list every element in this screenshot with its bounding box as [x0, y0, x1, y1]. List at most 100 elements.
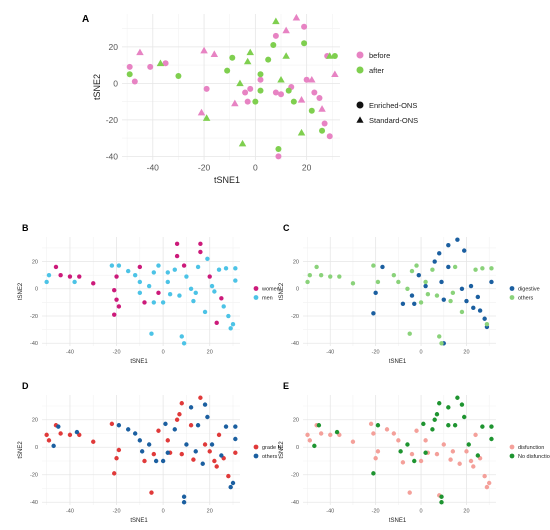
data-point-men — [233, 266, 238, 271]
data-point-others — [423, 279, 428, 285]
points — [44, 395, 238, 505]
legend-key — [509, 444, 515, 450]
legend-key — [253, 444, 259, 450]
data-point-grade-n — [67, 432, 73, 438]
data-point-digestive — [432, 259, 437, 264]
data-point-women — [174, 241, 180, 247]
y-tick-label: -20 — [30, 314, 38, 320]
data-point-men — [172, 267, 177, 272]
data-point-women — [58, 272, 63, 278]
data-point-digestive — [373, 290, 378, 296]
legend: digestive others — [509, 286, 540, 302]
data-point-men — [160, 300, 166, 305]
grid — [303, 395, 496, 505]
x-tick-label: 20 — [207, 350, 213, 356]
data-point-before — [318, 105, 326, 112]
panel-letter: B — [22, 223, 29, 233]
y-tick-label: -20 — [106, 115, 119, 125]
data-point-after — [277, 75, 285, 83]
data-point-men — [44, 279, 49, 285]
legend-label: others — [518, 296, 534, 302]
y-tick-label: -20 — [291, 473, 299, 479]
data-point-before — [292, 13, 301, 21]
data-point-men — [221, 304, 226, 309]
data-point-others — [450, 290, 456, 296]
data-point-before — [242, 89, 249, 96]
data-point-grade-n — [198, 395, 203, 400]
data-point-no-disfunction — [466, 442, 471, 447]
x-tick-label: 20 — [302, 163, 312, 173]
data-point-men — [233, 278, 238, 283]
legend-label: before — [369, 51, 390, 60]
data-point-digestive — [489, 279, 494, 285]
y-tick-label: 0 — [296, 445, 299, 451]
y-axis-title: tSNE2 — [18, 282, 24, 300]
y-tick-label: -40 — [30, 500, 38, 506]
data-point-before — [303, 76, 310, 83]
data-point-before — [162, 60, 169, 67]
data-point-no-disfunction — [475, 453, 481, 458]
data-point-grade-n — [177, 412, 182, 417]
x-tick-label: -40 — [147, 163, 160, 173]
data-point-digestive — [380, 264, 385, 270]
data-point-disfunction — [384, 427, 390, 432]
data-point-no-disfunction — [371, 471, 376, 476]
data-point-others — [209, 442, 215, 447]
data-point-before — [126, 63, 133, 70]
data-point-disfunction — [409, 451, 415, 457]
data-point-before — [272, 89, 279, 96]
data-point-before — [301, 23, 308, 30]
data-point-women — [198, 249, 203, 255]
data-point-digestive — [437, 251, 442, 256]
data-point-before — [147, 63, 154, 70]
data-point-men — [179, 334, 184, 339]
data-point-digestive — [446, 264, 451, 270]
y-tick-label: 0 — [35, 445, 38, 451]
data-point-no-disfunction — [398, 449, 403, 454]
data-point-no-disfunction — [430, 427, 435, 432]
data-point-before — [308, 75, 316, 83]
legend: women men — [253, 286, 280, 302]
data-point-women — [174, 253, 180, 259]
data-point-men — [167, 292, 173, 297]
data-point-disfunction — [373, 456, 378, 461]
data-point-women — [156, 290, 161, 296]
data-point-others — [375, 279, 381, 285]
data-point-digestive — [475, 294, 481, 300]
data-point-disfunction — [486, 480, 492, 486]
data-point-disfunction — [307, 438, 313, 443]
data-point-men — [177, 293, 182, 298]
data-point-others — [452, 264, 458, 270]
data-point-women — [77, 274, 82, 279]
data-point-others — [418, 300, 424, 305]
x-tick-label: 20 — [207, 509, 213, 515]
data-point-grade-n — [46, 438, 52, 443]
data-point-after — [257, 87, 264, 94]
data-point-after — [257, 71, 264, 78]
legend-key — [253, 295, 259, 300]
data-point-others — [396, 279, 401, 285]
data-point-others — [172, 427, 177, 432]
data-point-men — [205, 256, 210, 261]
data-point-others — [473, 267, 478, 272]
legend-key — [253, 453, 259, 459]
data-point-grade-n — [109, 421, 115, 427]
y-tick-label: 0 — [113, 78, 118, 88]
data-point-disfunction — [441, 442, 446, 447]
data-point-digestive — [412, 301, 417, 306]
data-point-disfunction — [464, 449, 469, 454]
x-axis-title: tSNE1 — [389, 518, 407, 524]
data-point-before — [331, 70, 339, 78]
data-point-others — [200, 461, 205, 466]
data-point-no-disfunction — [446, 405, 451, 410]
data-point-disfunction — [396, 438, 401, 443]
data-point-grade-n — [91, 439, 96, 444]
data-point-others — [405, 286, 410, 291]
data-point-after — [319, 127, 326, 134]
data-point-no-disfunction — [405, 442, 410, 447]
data-point-others — [448, 298, 453, 304]
data-point-after — [272, 17, 280, 25]
data-point-no-disfunction — [489, 424, 494, 429]
data-point-others — [139, 449, 145, 454]
